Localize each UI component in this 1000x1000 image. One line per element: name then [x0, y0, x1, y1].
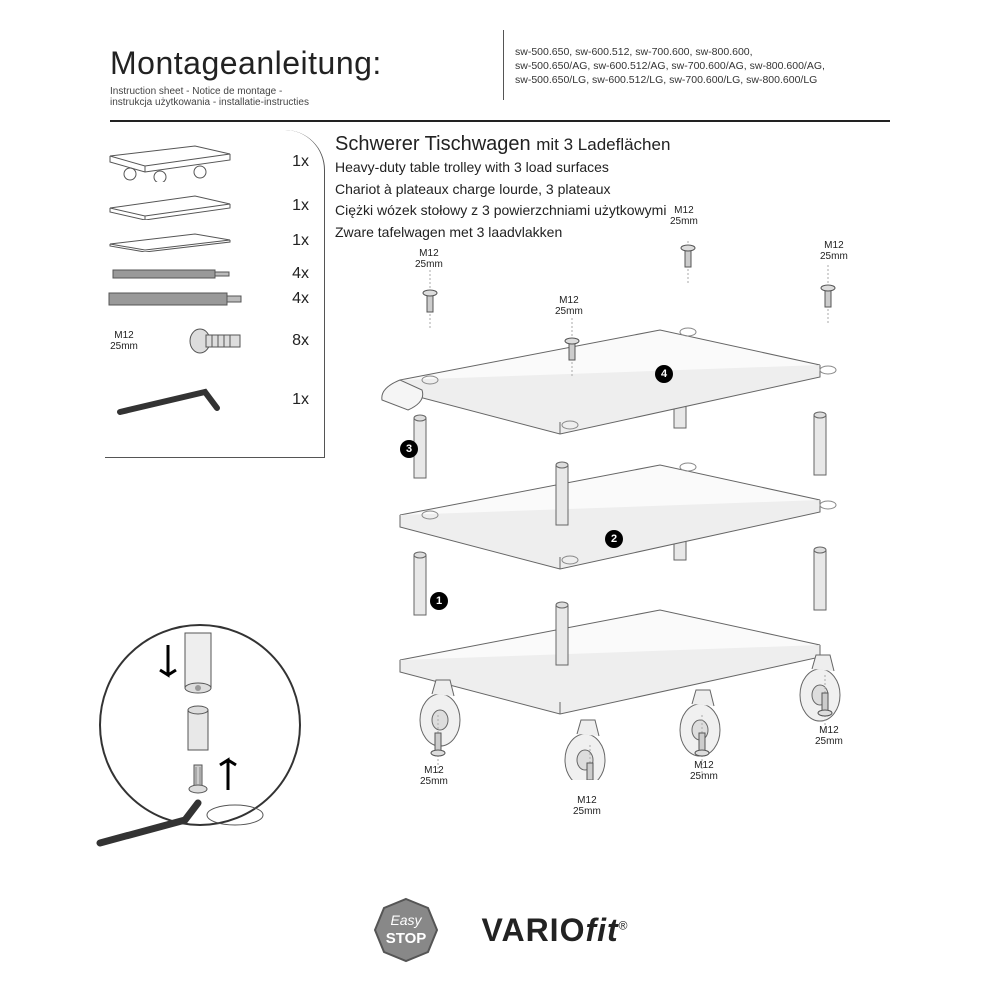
- part-row-shelf: 1x: [105, 192, 309, 220]
- bl-a: M12: [815, 725, 843, 736]
- bolt-label: M1225mm: [415, 248, 443, 270]
- product-name-de: Schwerer Tischwagen mit 3 Ladeflächen: [335, 133, 670, 156]
- product-name-en: Heavy-duty table trolley with 3 load sur…: [335, 158, 670, 178]
- tube-short-icon: [105, 267, 235, 281]
- product-name-suffix: mit 3 Ladeflächen: [536, 135, 670, 154]
- bl-b: 25mm: [415, 259, 443, 270]
- shelf-thin-icon: [105, 230, 235, 252]
- bolt-label: M1225mm: [573, 795, 601, 817]
- header-divider: [503, 30, 504, 100]
- step-badge-4: 4: [655, 365, 673, 383]
- qty-label: 4x: [292, 290, 309, 308]
- brand-reg: ®: [619, 918, 629, 932]
- models-row: sw-500.650, sw-600.512, sw-700.600, sw-8…: [515, 45, 825, 59]
- step-badge-1: 1: [430, 592, 448, 610]
- qty-label: 1x: [292, 153, 309, 171]
- part-row-tube: 4x: [105, 290, 309, 308]
- bl-b: 25mm: [573, 806, 601, 817]
- part-row-shelf: 1x: [105, 230, 309, 252]
- easystop-badge-icon: Easy STOP: [371, 895, 441, 965]
- bl-a: M12: [555, 295, 583, 306]
- bl-a: M12: [690, 760, 718, 771]
- parts-list-panel: 1x 1x 1x 4x 4x: [105, 130, 325, 458]
- product-title-block: Schwerer Tischwagen mit 3 Ladeflächen He…: [335, 133, 670, 242]
- detail-svg: [90, 615, 330, 855]
- assembly-detail-circle: [90, 615, 330, 855]
- bl-a: M12: [820, 240, 848, 251]
- bolt-label: M1225mm: [420, 765, 448, 787]
- base-platform-icon: [105, 142, 235, 182]
- exploded-diagram: 1 2 3 4 M1225mm M1225mm M1225mm M1225mm …: [330, 240, 905, 780]
- bolt-label: M1225mm: [555, 295, 583, 317]
- product-name-pl: Ciężki wózek stołowy z 3 powierzchniami …: [335, 201, 670, 221]
- easystop-line1: Easy: [391, 912, 423, 928]
- shelf-icon: [105, 192, 235, 220]
- brand-b: fit: [585, 912, 618, 948]
- bolt-label: M1225mm: [670, 205, 698, 227]
- bl-b: 25mm: [820, 251, 848, 262]
- models-row: sw-500.650/LG, sw-600.512/LG, sw-700.600…: [515, 73, 825, 87]
- bolt-label: M1225mm: [815, 725, 843, 747]
- step-badge-2: 2: [605, 530, 623, 548]
- bolt-label: M1225mm: [820, 240, 848, 262]
- bl-b: 25mm: [815, 736, 843, 747]
- part-row-wrench: 1x: [105, 380, 309, 420]
- part-row-bolt: M12 25mm 8x: [105, 325, 309, 357]
- assembly-svg: [330, 240, 905, 780]
- bl-a: M12: [415, 248, 443, 259]
- bl-b: 25mm: [555, 306, 583, 317]
- bolt-spec-a: M12: [105, 330, 143, 341]
- bolt-icon: [188, 325, 248, 357]
- step-badge-3: 3: [400, 440, 418, 458]
- bl-a: M12: [573, 795, 601, 806]
- bolt-label: M1225mm: [690, 760, 718, 782]
- bl-b: 25mm: [670, 216, 698, 227]
- product-name-main: Schwerer Tischwagen: [335, 133, 531, 155]
- tube-long-icon: [105, 290, 245, 308]
- bolt-spec: M12 25mm: [105, 330, 143, 352]
- bolt-spec-b: 25mm: [105, 341, 143, 352]
- bl-b: 25mm: [420, 776, 448, 787]
- bl-a: M12: [670, 205, 698, 216]
- header-rule: [110, 120, 890, 122]
- qty-label: 4x: [292, 265, 309, 283]
- bl-b: 25mm: [690, 771, 718, 782]
- qty-label: 1x: [292, 232, 309, 250]
- part-row-tube: 4x: [105, 265, 309, 283]
- qty-label: 1x: [292, 197, 309, 215]
- footer: Easy STOP VARIOfit®: [110, 895, 890, 965]
- part-row-base: 1x: [105, 142, 309, 182]
- qty-label: 8x: [292, 332, 309, 350]
- easystop-line2: STOP: [386, 930, 427, 947]
- subtitle-languages: Instruction sheet - Notice de montage - …: [110, 86, 890, 108]
- hex-wrench-icon: [105, 380, 235, 420]
- bl-a: M12: [420, 765, 448, 776]
- model-numbers: sw-500.650, sw-600.512, sw-700.600, sw-8…: [515, 45, 825, 88]
- brand-logo: VARIOfit®: [481, 912, 628, 949]
- product-name-fr: Chariot à plateaux charge lourde, 3 plat…: [335, 180, 670, 200]
- brand-a: VARIO: [481, 912, 585, 948]
- qty-label: 1x: [292, 391, 309, 409]
- models-row: sw-500.650/AG, sw-600.512/AG, sw-700.600…: [515, 59, 825, 73]
